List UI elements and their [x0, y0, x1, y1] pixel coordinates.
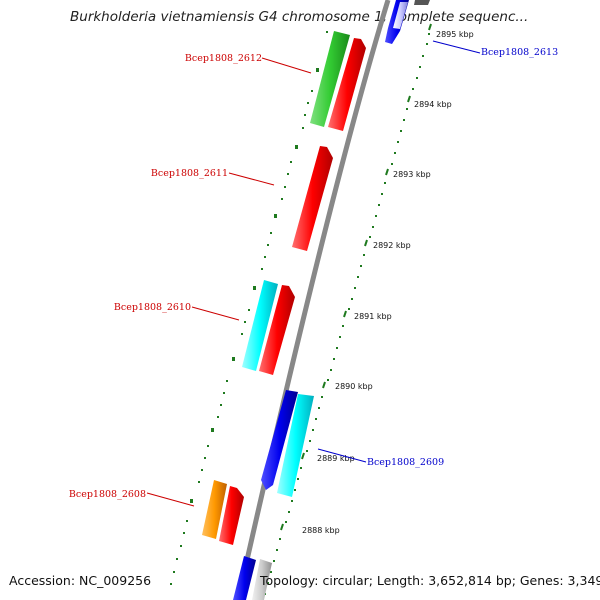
backbone-line	[235, 0, 391, 600]
gene-shape-2610-cyan[interactable]	[242, 280, 278, 371]
gene-shape-blue-bottom[interactable]	[233, 556, 256, 600]
left-tick-strip	[170, 31, 328, 585]
gene-shape-blue-large[interactable]	[261, 390, 298, 490]
ruler-label-2894: 2894 kbp	[414, 100, 452, 109]
topology-summary: Topology: circular; Length: 3,652,814 bp…	[260, 573, 600, 588]
ruler-label-2895: 2895 kbp	[436, 30, 474, 39]
connector-2609	[317, 448, 367, 463]
ruler-label-2893: 2893 kbp	[393, 170, 431, 179]
gene-label-2609[interactable]: Bcep1808_2609	[367, 457, 444, 468]
gene-shape-2613-light[interactable]	[393, 2, 408, 29]
connector-2613	[432, 40, 481, 54]
gene-shape-2610-red[interactable]	[259, 285, 295, 375]
connector-2608	[146, 492, 195, 507]
connector-2610	[191, 306, 240, 321]
gene-shape-2608-orange[interactable]	[202, 480, 227, 539]
ruler-major-ticks	[280, 23, 432, 531]
ruler-label-2889: 2889 kbp	[317, 454, 355, 463]
gene-shape-2608-red[interactable]	[219, 486, 244, 545]
map-title: Burkholderia vietnamiensis G4 chromosome…	[70, 9, 529, 25]
connector-2612	[261, 57, 312, 74]
connector-2611	[228, 172, 275, 186]
gene-label-2608[interactable]: Bcep1808_2608	[69, 489, 146, 500]
gene-label-2611[interactable]: Bcep1808_2611	[151, 168, 228, 179]
gene-shape-2612-red[interactable]	[328, 38, 366, 131]
gene-shape-gray-bottom[interactable]	[252, 559, 272, 600]
gene-label-2610[interactable]: Bcep1808_2610	[114, 302, 191, 313]
accession-text: Accession: NC_009256	[9, 573, 152, 588]
gene-label-2612[interactable]: Bcep1808_2612	[185, 53, 262, 64]
gene-shape-2612-green[interactable]	[310, 31, 350, 127]
gene-label-2613[interactable]: Bcep1808_2613	[481, 47, 558, 58]
ruler-label-2892: 2892 kbp	[373, 241, 411, 250]
backbone-top-cap	[414, 0, 430, 5]
gene-shape-2611[interactable]	[292, 146, 333, 251]
ruler-label-2888: 2888 kbp	[302, 526, 340, 535]
ruler-label-2891: 2891 kbp	[354, 312, 392, 321]
gene-shape-2609-cyan[interactable]	[277, 394, 314, 497]
ruler-label-2890: 2890 kbp	[335, 382, 373, 391]
